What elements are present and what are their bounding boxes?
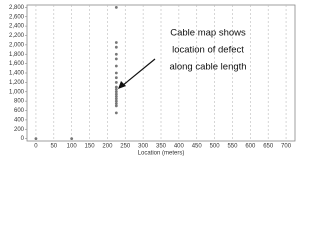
arrow-head: [118, 81, 126, 89]
x-tick-label: 600: [245, 144, 256, 150]
point: [114, 88, 118, 91]
x-tick-label: 700: [281, 144, 292, 150]
x-tick-label: 350: [156, 144, 167, 150]
point: [114, 64, 118, 68]
y-tick-label: 2,200: [9, 33, 25, 39]
x-tick-label: 650: [263, 144, 274, 150]
y-tick-label: 400: [14, 117, 25, 123]
point: [114, 102, 118, 105]
point: [114, 95, 118, 98]
chart: Location (meters) Cable map shows locati…: [9, 4, 296, 157]
annotation: location of defect: [172, 45, 244, 56]
y-tick-label: 600: [14, 108, 25, 114]
y-tick-label: 800: [14, 99, 25, 105]
point: [114, 41, 118, 44]
point: [114, 85, 118, 89]
x-tick-label: 150: [85, 144, 96, 150]
plot-area: [34, 5, 287, 141]
point: [114, 104, 118, 108]
annotation: along cable length: [169, 62, 246, 73]
point: [114, 97, 118, 101]
point: [70, 137, 74, 141]
y-tick-label: 0: [21, 136, 25, 142]
x-tick-label: 500: [210, 144, 221, 150]
y-tick-label: 200: [14, 127, 25, 133]
point: [114, 111, 118, 115]
x-axis-label: Location (meters): [138, 151, 185, 157]
point: [114, 5, 118, 9]
y-tick-label: 1,000: [9, 89, 25, 95]
y-tick-label: 1,800: [9, 52, 25, 58]
point: [34, 137, 38, 141]
annotation: Cable map shows: [170, 28, 246, 39]
x-tick-label: 550: [227, 144, 238, 150]
y-tick-label: 2,000: [9, 42, 25, 48]
arrow: [121, 58, 156, 87]
point: [114, 76, 118, 80]
x-tick-label: 50: [50, 144, 57, 150]
y-tick-label: 2,400: [9, 24, 25, 30]
x-tick-label: 0: [34, 144, 38, 150]
y-tick-label: 2,600: [9, 14, 25, 20]
point: [114, 99, 118, 103]
y-tick-label: 1,600: [9, 61, 25, 67]
y-tick-label: 1,400: [9, 71, 25, 77]
point: [114, 57, 118, 61]
x-tick-label: 100: [67, 144, 78, 150]
point: [114, 90, 118, 94]
point: [114, 92, 118, 96]
point: [114, 71, 118, 75]
x-tick-label: 300: [138, 144, 149, 150]
point: [114, 52, 118, 56]
y-tick-label: 2,800: [9, 5, 25, 11]
y-tick-label: 1,200: [9, 80, 25, 86]
x-tick-label: 450: [192, 144, 203, 150]
x-tick-label: 400: [174, 144, 185, 150]
x-tick-label: 200: [102, 144, 113, 150]
x-tick-label: 250: [120, 144, 131, 150]
point: [114, 45, 118, 49]
point: [114, 80, 118, 84]
